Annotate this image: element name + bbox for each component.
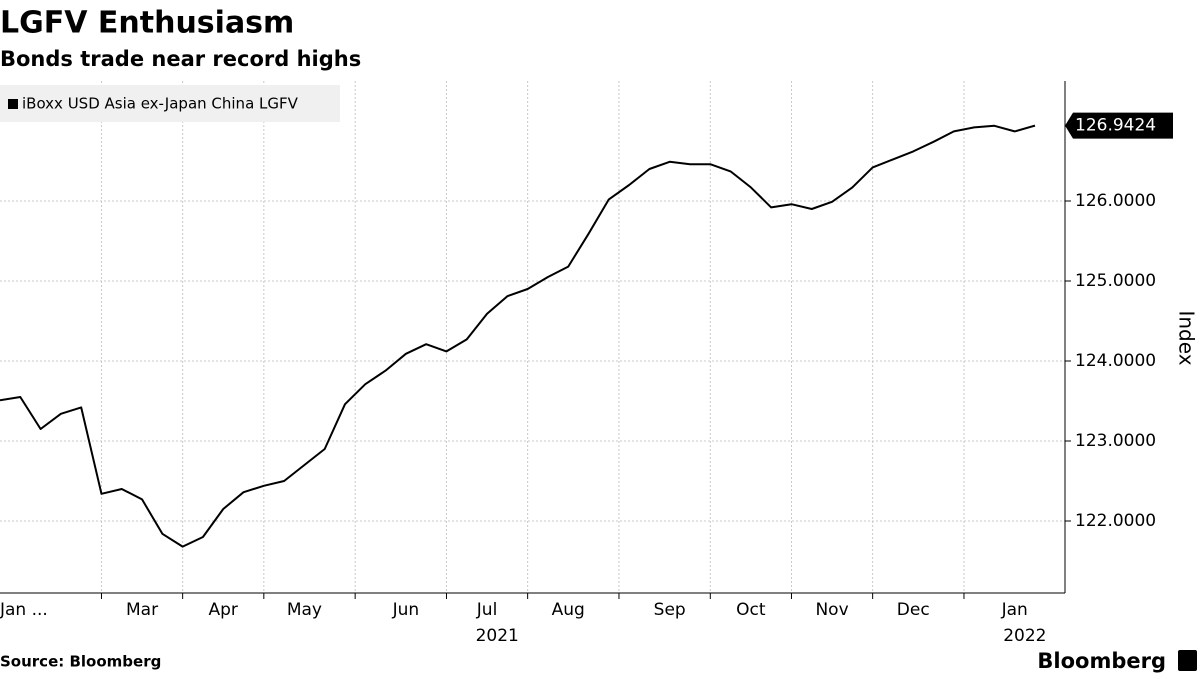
line [0, 124, 1036, 548]
y-tick-label: 123.0000 [1075, 431, 1156, 451]
x-tick-label: Mar [126, 600, 158, 620]
legend: iBoxx USD Asia ex-Japan China LGFV [0, 85, 340, 122]
legend-swatch [8, 99, 18, 109]
x-tick-label: Jan ... [0, 600, 48, 620]
x-tick-label: Sep [654, 600, 686, 620]
x-tick-label: Aug [552, 600, 585, 620]
x-tick-label: Oct [736, 600, 766, 620]
chart-subtitle: Bonds trade near record highs [0, 47, 361, 71]
legend-label: iBoxx USD Asia ex-Japan China LGFV [22, 95, 299, 113]
brand: Bloomberg [1037, 649, 1166, 673]
year-label: 2022 [1003, 626, 1046, 646]
source: Source: Bloomberg [0, 653, 161, 671]
legend-box [0, 85, 340, 122]
x-tick-label: Jul [476, 600, 498, 620]
y-tick-label: 124.0000 [1075, 351, 1156, 371]
y-axis-label: Index [1175, 310, 1199, 365]
year-label: 2021 [476, 626, 519, 646]
brand-icon [1178, 650, 1197, 671]
y-tick-label: 126.0000 [1075, 191, 1156, 211]
last-value-label: 126.9424 [1075, 116, 1156, 136]
x-tick-label: Nov [815, 600, 848, 620]
x-tick-label: Jun [392, 600, 420, 620]
last-value-badge [1065, 112, 1173, 139]
y-tick-label: 125.0000 [1075, 271, 1156, 291]
y-tick-label: 122.0000 [1075, 511, 1156, 531]
x-tick-label: Apr [209, 600, 238, 620]
chart-title: LGFV Enthusiasm [0, 6, 294, 41]
x-tick-label: Jan [1001, 600, 1028, 620]
x-tick-label: Dec [897, 600, 930, 620]
x-tick-label: May [287, 600, 322, 620]
